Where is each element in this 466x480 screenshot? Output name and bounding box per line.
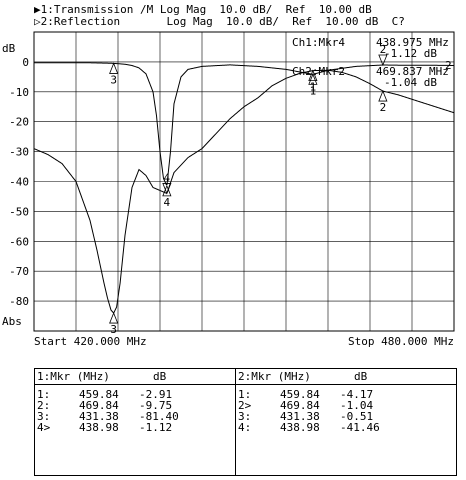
ch2-marker-readout-freq: 469.837 MHz <box>376 65 449 78</box>
ch1-marker-table: 1:Mkr (MHz) dB 1: 459.84 -2.91 2: 469.84 -9.7… <box>35 369 236 475</box>
ch1-table-row: 1: 459.84 -2.91 <box>35 389 235 401</box>
ch1-table-row: 4> 438.98 -1.12 <box>35 422 235 434</box>
ch2-row-freq: 459.84 <box>280 388 320 401</box>
y-tick-label: -30 <box>9 146 29 159</box>
ch1-row-freq: 438.98 <box>79 421 119 434</box>
ch2-table-row: 4: 438.98 -41.46 <box>236 422 456 434</box>
ch1-marker-readout-value: -1.12 dB <box>384 47 437 60</box>
ch2-row-freq: 431.38 <box>280 410 320 423</box>
ch1-row-freq: 431.38 <box>79 410 119 423</box>
ch2-row-freq: 438.98 <box>280 421 320 434</box>
ch2-row-id: 1: <box>238 388 252 401</box>
y-tick-label: -70 <box>9 265 29 278</box>
ch2-marker-number: 3 <box>110 73 117 86</box>
start-frequency-label: Start 420.000 MHz <box>34 335 147 348</box>
y-tick-labels: 0 -10 -20 -30 -40 -50 -60 -70 -80 <box>9 56 29 308</box>
ch2-marker-triangle <box>109 62 119 74</box>
ch1-row-db: -9.75 <box>139 399 173 412</box>
ch1-marker-number: 4 <box>164 171 171 184</box>
ch2-table-row: 3: 431.38 -0.51 <box>236 411 456 423</box>
ch1-marker-triangle <box>109 311 119 324</box>
ch2-table-header: 2:Mkr (MHz) dB <box>236 371 456 383</box>
ch2-table-row: 2> 469.84 -1.04 <box>236 400 456 412</box>
reflection-trace <box>34 62 455 186</box>
ch2-row-freq: 469.84 <box>280 399 320 412</box>
stop-frequency-label: Stop 480.000 MHz <box>348 335 454 348</box>
ch1-row-id: 1: <box>37 388 51 401</box>
ch1-table-row: 2: 469.84 -9.75 <box>35 400 235 412</box>
ch2-marker-number: 4 <box>164 196 171 209</box>
ch1-row-db: -1.12 <box>139 421 173 434</box>
ch1-marker-triangle <box>308 69 318 82</box>
plot-frame <box>33 31 455 332</box>
header-line-2: ▷2:Reflection Log Mag 10.0 dB/ Ref 10.00… <box>34 15 405 28</box>
ch1-marker-triangle <box>378 89 388 102</box>
ch2-row-db: -0.51 <box>340 410 374 423</box>
ch2-marker-triangle <box>308 73 318 85</box>
y-tick-label: -60 <box>9 235 29 248</box>
ch1-row-id: 3: <box>37 410 51 423</box>
ch1-row-id: 4> <box>37 421 51 434</box>
ch1-row-freq: 459.84 <box>79 388 119 401</box>
y-tick-label: -20 <box>9 116 29 129</box>
header-line-1: ▶1:Transmission /M Log Mag 10.0 dB/ Ref … <box>34 3 372 16</box>
ch2-marker-number: 2 <box>380 43 387 56</box>
ch1-header-db: dB <box>153 370 167 383</box>
y-tick-label: -10 <box>9 86 29 99</box>
ch1-marker-number: 3 <box>110 323 117 336</box>
ch2-marker-triangle <box>378 54 388 67</box>
ch1-table-row: 3: 431.38 -81.40 <box>35 411 235 423</box>
reflection-trace-end-label: 2 <box>445 59 452 72</box>
y-tick-label: -80 <box>9 295 29 308</box>
ch2-marker-number: 1 <box>310 84 317 97</box>
y-tick-label: 0 <box>22 56 29 69</box>
y-tick-label: -40 <box>9 176 29 189</box>
ch2-row-id: 4: <box>238 421 252 434</box>
ch2-row-db: -1.04 <box>340 399 374 412</box>
ch1-marker-number: 1 <box>310 81 317 94</box>
ch1-marker-number: 2 <box>380 101 387 114</box>
ch2-row-db: -41.46 <box>340 421 380 434</box>
ch1-marker-triangle <box>162 183 172 195</box>
ch2-table-row: 1: 459.84 -4.17 <box>236 389 456 401</box>
ch2-header-mkr: 2:Mkr (MHz) <box>238 370 311 383</box>
ch1-row-freq: 469.84 <box>79 399 119 412</box>
ch1-marker-readout-freq: 438.975 MHz <box>376 36 449 49</box>
ch2-marker-triangle <box>162 184 172 197</box>
ch2-marker-table: 2:Mkr (MHz) dB 1: 459.84 -4.17 2> 469.84 -1.0… <box>236 369 456 475</box>
ch2-row-db: -4.17 <box>340 388 374 401</box>
ch1-row-db: -2.91 <box>139 388 173 401</box>
ch2-row-id: 2> <box>238 399 252 412</box>
ch1-row-id: 2: <box>37 399 51 412</box>
ch2-header-db: dB <box>354 370 368 383</box>
transmission-trace <box>33 69 455 314</box>
abs-label: Abs <box>2 315 22 328</box>
y-unit-label: dB <box>2 42 16 55</box>
ch1-marker-readout-title: Ch1:Mkr4 <box>292 36 345 49</box>
marker-tables: 1:Mkr (MHz) dB 1: 459.84 -2.91 2: 469.84 -9.7… <box>34 368 457 476</box>
ch2-row-id: 3: <box>238 410 252 423</box>
ch1-row-db: -81.40 <box>139 410 179 423</box>
ch2-marker-readout-title: Ch2:Mkr2 <box>292 65 345 78</box>
ch2-marker-readout-value: -1.04 dB <box>384 76 437 89</box>
y-tick-label: -50 <box>9 205 29 218</box>
ch1-header-mkr: 1:Mkr (MHz) <box>37 370 110 383</box>
ch1-table-header: 1:Mkr (MHz) dB <box>35 371 235 383</box>
